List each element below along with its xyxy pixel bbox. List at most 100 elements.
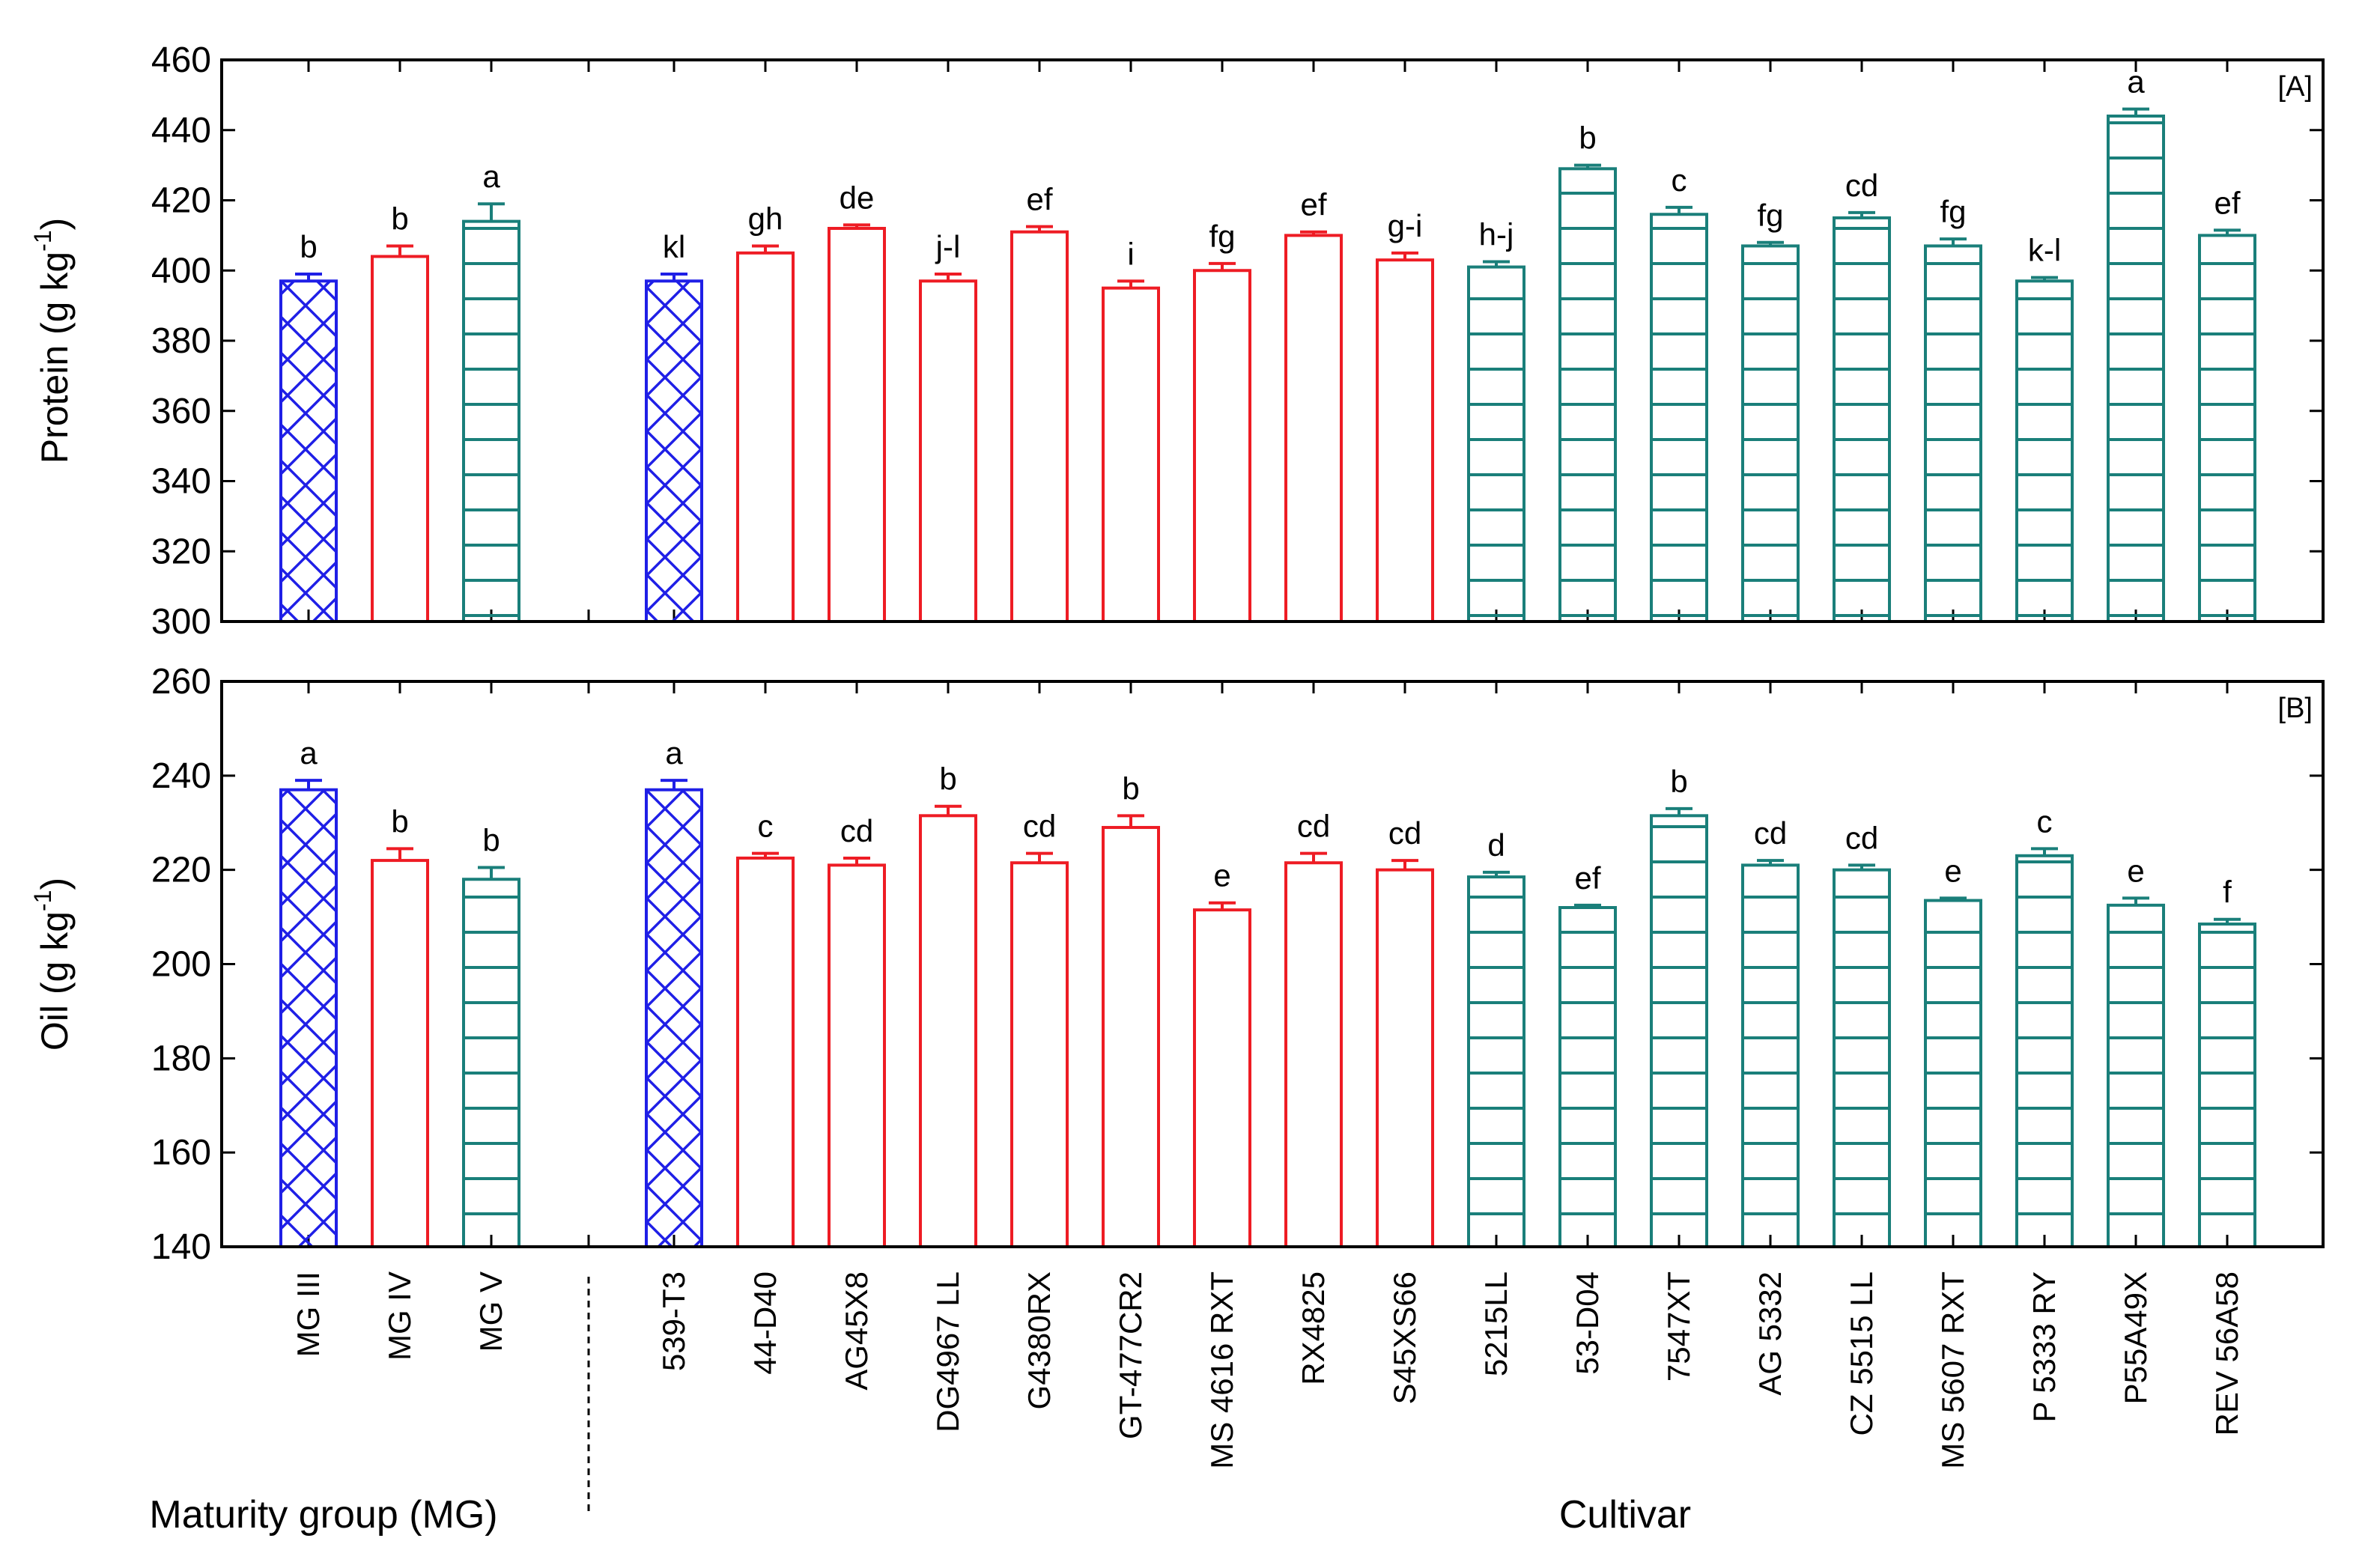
y-axis-label: Protein (g kg-1) xyxy=(29,218,76,464)
significance-letter: ef xyxy=(2214,185,2240,220)
x-category-label: P55A49X xyxy=(2118,1271,2153,1404)
significance-letter: b xyxy=(1122,771,1139,806)
bar xyxy=(919,814,977,1248)
x-category-label: MG V xyxy=(473,1271,508,1352)
significance-letter: e xyxy=(2127,853,2144,888)
significance-letter: f xyxy=(2223,875,2232,910)
significance-letter: e xyxy=(1213,858,1230,893)
significance-letter: cd xyxy=(1023,809,1056,844)
y-axis-label-close: ) xyxy=(34,218,76,231)
y-axis-label-text: Protein (g kg xyxy=(34,252,76,464)
panel-label: [A] xyxy=(2278,71,2313,103)
significance-letter: b xyxy=(391,201,408,236)
bar xyxy=(645,279,703,623)
x-category-label: CZ 5515 LL xyxy=(1844,1271,1879,1435)
bar xyxy=(462,219,520,623)
bar xyxy=(1376,258,1434,623)
significance-letter: b xyxy=(482,823,500,858)
x-category-label: GT-477CR2 xyxy=(1113,1271,1148,1439)
significance-letter: ef xyxy=(1300,187,1326,222)
significance-letter: b xyxy=(1670,764,1687,799)
y-tick-label: 460 xyxy=(151,40,211,80)
bar xyxy=(279,279,338,623)
bar xyxy=(1924,899,1982,1248)
bar xyxy=(828,863,886,1248)
x-category-label: MS 4616 RXT xyxy=(1204,1271,1239,1469)
y-tick-label: 420 xyxy=(151,181,211,221)
y-axis-label-close: ) xyxy=(34,878,76,890)
bar xyxy=(828,227,886,623)
y-axis-label-superscript: -1 xyxy=(29,890,56,911)
bar xyxy=(1193,908,1251,1249)
x-category-label: P 5333 RY xyxy=(2027,1271,2062,1423)
bar xyxy=(2107,115,2165,623)
bar xyxy=(2107,903,2165,1248)
x-category-label: 539-T3 xyxy=(656,1271,691,1371)
y-tick-label: 140 xyxy=(151,1227,211,1267)
y-tick-label: 320 xyxy=(151,532,211,571)
x-category-label: 7547XT xyxy=(1661,1271,1696,1382)
plot-frame xyxy=(220,680,2325,1248)
significance-letter: de xyxy=(840,180,875,215)
x-title-maturity-group: Maturity group (MG) xyxy=(149,1493,497,1537)
y-tick-label: 300 xyxy=(151,602,211,642)
significance-letter: fg xyxy=(1940,194,1966,229)
bar xyxy=(1558,906,1617,1248)
bar xyxy=(1010,230,1069,623)
y-tick-label: 160 xyxy=(151,1133,211,1173)
y-axis-label: Oil (g kg-1) xyxy=(29,878,76,1051)
bar xyxy=(1193,269,1251,623)
significance-letter: g-i xyxy=(1388,208,1423,243)
x-category-label: DG4967 LL xyxy=(930,1271,965,1432)
y-tick-label: 180 xyxy=(151,1039,211,1078)
bar xyxy=(1650,213,1708,623)
plot-frame xyxy=(220,58,2325,623)
y-axis-label-text: Oil (g kg xyxy=(34,911,76,1051)
bar xyxy=(371,859,429,1249)
significance-letter: fg xyxy=(1209,219,1235,254)
significance-letter: c xyxy=(1672,162,1687,198)
significance-letter: c xyxy=(2037,803,2053,839)
x-category-label: S45XS66 xyxy=(1387,1271,1422,1404)
bar xyxy=(1010,861,1069,1248)
bar xyxy=(1467,875,1525,1248)
x-title-cultivar: Cultivar xyxy=(1559,1493,1691,1537)
significance-letter: b xyxy=(1579,121,1596,156)
significance-letter: cd xyxy=(1845,168,1878,203)
y-tick-label: 240 xyxy=(151,756,211,796)
x-category-label: AG 5332 xyxy=(1752,1271,1788,1396)
bar xyxy=(1102,826,1160,1248)
y-tick-label: 440 xyxy=(151,111,211,151)
bar xyxy=(1284,234,1343,623)
bar xyxy=(1467,265,1525,623)
significance-letter: d xyxy=(1487,827,1505,863)
panel-label: [B] xyxy=(2278,693,2313,724)
y-tick-label: 360 xyxy=(151,392,211,431)
bar xyxy=(736,251,795,623)
bar xyxy=(736,856,795,1248)
bar xyxy=(1741,244,1800,623)
significance-letter: i xyxy=(1127,236,1134,271)
significance-letter: gh xyxy=(748,201,783,236)
y-tick-label: 400 xyxy=(151,251,211,291)
significance-letter: b xyxy=(939,762,956,797)
bar xyxy=(2198,234,2256,623)
x-category-label: 5215LL xyxy=(1478,1271,1514,1376)
y-tick-label: 340 xyxy=(151,462,211,502)
significance-letter: a xyxy=(665,735,683,771)
x-category-label: MS 5607 RXT xyxy=(1935,1271,1970,1469)
y-tick-label: 200 xyxy=(151,945,211,985)
bar xyxy=(1741,863,1800,1248)
x-category-label: REV 56A58 xyxy=(2209,1271,2244,1435)
significance-letter: cd xyxy=(1388,815,1421,851)
significance-letter: a xyxy=(482,159,500,194)
x-category-label: MG III xyxy=(291,1271,326,1357)
panel-protein: 300 320 340 360 380 400 420 440 460 Protein (g kg… xyxy=(29,40,2325,642)
bar xyxy=(462,878,520,1248)
bar xyxy=(1102,286,1160,623)
y-axis-label-superscript: -1 xyxy=(29,230,56,251)
significance-letter: ef xyxy=(1574,860,1600,896)
x-category-label: AG45X8 xyxy=(839,1271,874,1391)
